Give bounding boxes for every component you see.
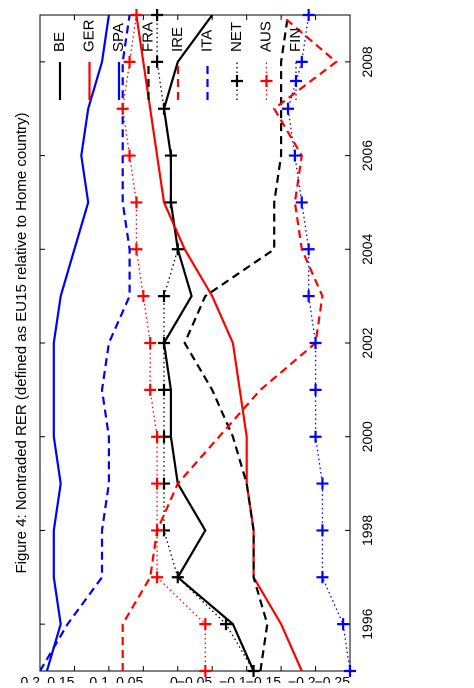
data-point-net (247, 665, 260, 677)
data-point-aus (144, 337, 157, 349)
data-point-net (158, 383, 170, 396)
y-tick-label: 0.15 (47, 674, 74, 683)
legend-item-be: BE (51, 32, 68, 100)
y-tick-label: −0.25 (315, 674, 351, 683)
data-point-aus (137, 290, 150, 303)
data-point-fin (344, 665, 356, 677)
data-point-net (158, 290, 170, 303)
series-spa (45, 14, 110, 672)
x-tick-label: 2008 (359, 46, 375, 77)
data-point-fin (309, 337, 322, 349)
data-point-net (171, 243, 184, 256)
legend-item-ita: ITA (198, 30, 215, 100)
data-point-net (158, 337, 170, 349)
data-point-fin (302, 9, 315, 21)
y-tick-label: 0.1 (89, 674, 109, 683)
legend-label: BE (51, 32, 68, 52)
data-point-fin (288, 149, 301, 162)
series-aus (116, 9, 212, 677)
data-point-fin (316, 571, 329, 584)
legend-item-spa: SPA (110, 23, 127, 100)
x-tick-label: 2002 (359, 327, 375, 358)
data-point-aus (130, 243, 143, 256)
legend-marker (260, 75, 273, 87)
data-point-aus (144, 383, 157, 396)
legend-marker (231, 75, 243, 87)
legend-item-aus: AUS (257, 21, 274, 100)
data-point-aus (199, 665, 212, 677)
legend-item-ire: IRE (169, 27, 186, 100)
series-fra (183, 14, 290, 672)
y-tick-label: 0.05 (116, 674, 143, 683)
series-fin (282, 9, 356, 677)
data-point-net (164, 196, 177, 209)
data-point-aus (116, 102, 129, 115)
series-layer (39, 9, 356, 677)
y-tick-label: −0.15 (246, 674, 282, 683)
chart-title: Figure 4: Nontraded RER (defined as EU15… (13, 112, 30, 573)
legend-label: ITA (198, 30, 215, 52)
y-tick-label: −0.1 (219, 674, 247, 683)
legend-item-fin: FIN (287, 28, 304, 100)
data-point-aus (123, 55, 136, 68)
legend-label: FIN (287, 28, 304, 52)
legend-item-fra: FRA (139, 22, 156, 100)
x-tick-label: 2004 (359, 234, 375, 265)
data-point-aus (130, 9, 143, 21)
legend-label: GER (80, 19, 97, 52)
x-tick-label: 1996 (359, 608, 375, 639)
legend-item-net: NET (228, 22, 245, 100)
y-tick-label: −0.2 (288, 674, 316, 683)
legend-label: IRE (169, 27, 186, 52)
y-tick-label: 0.2 (21, 674, 41, 683)
data-point-fin (309, 383, 322, 396)
data-point-fin (295, 55, 308, 68)
series-line-net (156, 15, 255, 672)
data-point-net (164, 149, 177, 162)
data-point-net (220, 618, 232, 631)
y-tick-label: −0.05 (177, 674, 213, 683)
legend-label: NET (228, 22, 245, 52)
series-line-spa (45, 14, 110, 672)
data-point-net (158, 102, 170, 115)
data-point-fin (316, 477, 329, 490)
legend-item-ger: GER (80, 19, 97, 100)
data-point-fin (302, 243, 315, 256)
data-point-net (171, 571, 184, 584)
series-line-fra (183, 14, 290, 672)
data-point-aus (123, 149, 136, 162)
x-tick-label: 2006 (359, 140, 375, 171)
legend-label: AUS (257, 21, 274, 52)
y-tick-label: 0 (170, 674, 178, 683)
data-point-aus (151, 477, 164, 490)
data-point-fin (337, 618, 350, 631)
legend-label: SPA (110, 23, 127, 52)
data-point-fin (302, 290, 315, 303)
data-point-net (151, 9, 164, 21)
data-point-aus (199, 618, 212, 631)
data-point-fin (309, 430, 322, 443)
data-point-net (151, 55, 164, 68)
data-point-aus (151, 524, 164, 537)
data-point-aus (151, 430, 164, 443)
x-tick-label: 2000 (359, 421, 375, 452)
data-point-fin (295, 196, 308, 209)
series-net (151, 9, 260, 677)
data-point-fin (316, 524, 329, 537)
legend-marker (290, 75, 302, 87)
data-point-fin (282, 102, 294, 115)
legend: BE GER SPA FRA IRE ITA NET AUS FIN (51, 19, 304, 100)
data-point-aus (130, 196, 143, 209)
data-point-aus (151, 571, 164, 584)
x-tick-label: 1998 (359, 515, 375, 546)
legend-label: FRA (139, 22, 156, 52)
